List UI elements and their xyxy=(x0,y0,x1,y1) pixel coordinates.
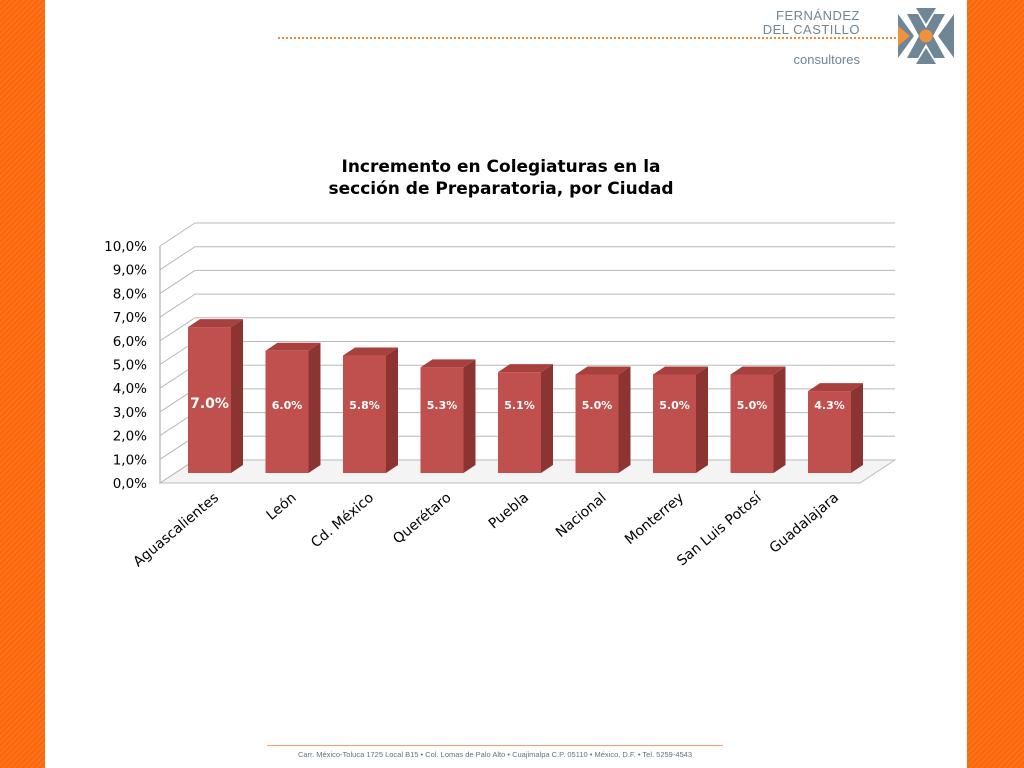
y-tick-label: 5,0% xyxy=(113,358,147,374)
bar-side xyxy=(696,366,708,473)
footer-divider xyxy=(267,745,723,746)
chart-title-line-2: sección de Preparatoria, por Ciudad xyxy=(328,179,673,199)
bars: 7.0% 6.0% 5.8% 5.3% 5.1% 5.0% 5.0% 5.0% 4.3% xyxy=(188,319,863,473)
x-tick-label: Querétaro xyxy=(390,490,454,548)
bar-front xyxy=(343,355,386,473)
logo-text-line-2: DEL CASTILLO xyxy=(762,22,860,37)
bar-side xyxy=(618,366,631,473)
bar-side xyxy=(541,364,553,473)
x-tick-label: San Luis Potosí xyxy=(674,489,765,569)
y-tick-label: 1,0% xyxy=(113,452,147,468)
bar-top xyxy=(808,383,863,392)
bar-side xyxy=(773,366,786,473)
bar-front xyxy=(265,350,309,473)
bar-data-label: 5.0% xyxy=(737,399,768,412)
bar-front xyxy=(498,372,541,473)
bar-top xyxy=(265,342,321,351)
x-mark-icon xyxy=(898,8,954,64)
bar-side xyxy=(231,319,243,473)
bar-front xyxy=(730,374,774,473)
y-tick-label: 2,0% xyxy=(113,429,147,445)
bar-front xyxy=(420,367,464,473)
x-tick-label: León xyxy=(264,490,300,524)
y-tick-label: 6,0% xyxy=(113,334,147,350)
bar: 5.8% xyxy=(343,347,398,473)
bar: 5.0% xyxy=(653,366,708,473)
y-tick-label: 8,0% xyxy=(113,286,147,302)
y-tick-label: 3,0% xyxy=(113,405,147,421)
bar-front xyxy=(575,374,619,473)
y-tick-label: 7,0% xyxy=(113,310,147,326)
bar-top xyxy=(653,366,708,375)
bar-data-label: 4.3% xyxy=(814,399,845,412)
y-tick-label: 0,0% xyxy=(113,476,147,492)
bar: 7.0% xyxy=(188,319,243,473)
logo-text-line-1: FERNÁNDEZ xyxy=(776,8,860,23)
bar-top xyxy=(343,347,398,356)
bar-data-label: 7.0% xyxy=(190,396,229,412)
x-tick-label: Aguascalientes xyxy=(130,490,222,570)
bar: 6.0% xyxy=(265,342,321,473)
logo-subtitle: consultores xyxy=(793,52,860,67)
bar: 5.3% xyxy=(420,359,476,473)
bar: 5.1% xyxy=(498,364,553,473)
bar-side xyxy=(851,383,863,473)
gridline xyxy=(159,222,895,247)
bar-top xyxy=(188,319,243,328)
bar-data-label: 5.8% xyxy=(349,399,380,412)
bar-side xyxy=(463,359,476,473)
y-tick-label: 10,0% xyxy=(104,239,147,255)
bar: 5.0% xyxy=(730,366,786,473)
bar-data-label: 5.1% xyxy=(504,399,535,412)
bar-data-label: 5.0% xyxy=(659,399,690,412)
bar-top xyxy=(575,366,631,375)
bar-top xyxy=(498,364,553,373)
x-tick-label: Monterrey xyxy=(622,490,687,548)
bar-data-label: 5.0% xyxy=(582,399,613,412)
bar-data-label: 6.0% xyxy=(272,399,303,412)
y-tick-label: 9,0% xyxy=(113,263,147,279)
gridline xyxy=(159,269,895,294)
x-tick-label: Puebla xyxy=(486,490,532,532)
bar-front xyxy=(188,327,231,473)
y-tick-label: 4,0% xyxy=(113,381,147,397)
x-axis: Aguascalientes León Cd. México Querétaro Pue… xyxy=(130,489,842,570)
bar-top xyxy=(420,359,476,368)
bar: 5.0% xyxy=(575,366,631,473)
bar-side xyxy=(308,342,321,473)
bar-top xyxy=(730,366,786,375)
bar-side xyxy=(386,347,398,473)
bar-front xyxy=(808,391,851,473)
x-tick-label: Nacional xyxy=(553,490,610,541)
x-tick-label: Guadalajara xyxy=(767,490,842,557)
x-tick-label: Cd. México xyxy=(308,490,377,551)
header-divider xyxy=(278,37,896,39)
y-axis: 0,0% 1,0% 2,0% 3,0% 4,0% 5,0% 6,0% 7,0% 8,0% 9,0%… xyxy=(104,239,147,492)
gridline xyxy=(159,317,895,342)
gridline xyxy=(159,246,895,271)
gridline xyxy=(159,293,895,318)
bar-front xyxy=(653,374,696,473)
bar: 4.3% xyxy=(808,383,863,473)
footer-address: Carr. México-Toluca 1725 Local B15 • Col… xyxy=(297,750,693,759)
chart-title-line-1: Incremento en Colegiaturas en la xyxy=(342,157,661,177)
bar-data-label: 5.3% xyxy=(427,399,458,412)
